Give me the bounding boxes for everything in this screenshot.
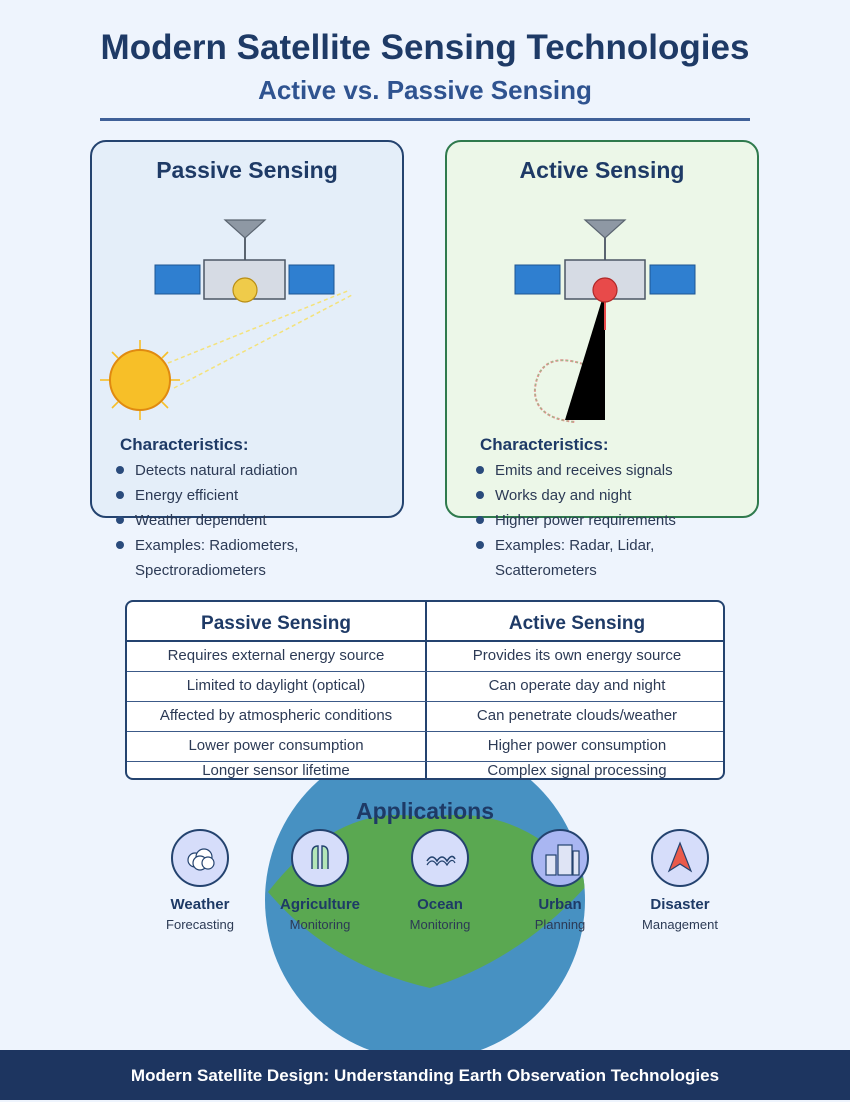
app-sub-urban: Planning: [534, 917, 586, 932]
reflected-light-beam: [167, 289, 353, 389]
table-cell: Longer sensor lifetime: [127, 762, 427, 778]
table-cell: Higher power consumption: [487, 737, 667, 754]
passive-characteristics-heading: Characteristics:: [120, 435, 249, 454]
table-row: Requires external energy source Provides…: [127, 642, 723, 672]
table-row: Longer sensor lifetime Complex signal pr…: [127, 762, 723, 779]
agriculture-crop-icon: [291, 829, 349, 887]
list-item: Detects natural radiation: [116, 458, 366, 483]
passive-sensing-panel: [90, 140, 404, 518]
list-item: Examples: Radar, Lidar, Scatterometers: [476, 533, 726, 583]
table-cell: Complex signal processing: [487, 762, 667, 779]
passive-characteristics-list: Detects natural radiation Energy efficie…: [116, 458, 366, 583]
list-item: Higher power requirements: [476, 508, 726, 533]
passive-panel-title: Passive Sensing: [156, 157, 338, 183]
table-row: Lower power consumption Higher power con…: [127, 732, 723, 762]
footer-banner: Modern Satellite Design: Understanding E…: [0, 1050, 850, 1100]
emitted-signal-beam: [565, 290, 605, 420]
table-cell: Lower power consumption: [127, 732, 427, 761]
active-characteristics-heading: Characteristics:: [480, 435, 609, 454]
list-item: Examples: Radiometers, Spectroradiometer…: [116, 533, 366, 583]
table-header-passive: Passive Sensing: [127, 602, 427, 640]
app-sub-weather: Forecasting: [166, 917, 234, 932]
active-panel-title: Active Sensing: [519, 157, 685, 183]
comparison-table: Passive Sensing Active Sensing Requires …: [125, 600, 725, 780]
list-item: Works day and night: [476, 483, 726, 508]
active-satellite-diagram: [514, 219, 696, 423]
urban-buildings-icon: [531, 829, 589, 887]
table-header-row: Passive Sensing Active Sensing: [127, 602, 723, 642]
sun-icon: [100, 340, 180, 420]
app-name-weather: Weather: [170, 896, 230, 913]
return-signal-wave: [533, 359, 584, 423]
list-item: Weather dependent: [116, 508, 366, 533]
passive-satellite-icon: [154, 219, 335, 303]
disaster-warning-arrow-icon: [651, 829, 709, 887]
weather-cloud-icon: [171, 829, 229, 887]
active-satellite-icon: [514, 219, 696, 303]
table-cell: Can operate day and night: [488, 677, 666, 694]
list-item: Emits and receives signals: [476, 458, 726, 483]
title-divider: [100, 118, 750, 121]
table-cell: Provides its own energy source: [472, 647, 682, 664]
applications-title: Applications: [355, 798, 494, 824]
table-cell: Can penetrate clouds/weather: [476, 707, 678, 724]
app-name-agriculture: Agriculture: [279, 896, 360, 913]
app-sub-ocean: Monitoring: [409, 917, 471, 932]
active-sensing-panel: [445, 140, 759, 518]
active-characteristics-list: Emits and receives signals Works day and…: [476, 458, 726, 583]
app-name-urban: Urban: [538, 896, 582, 913]
app-name-ocean: Ocean: [417, 896, 463, 913]
table-cell: Limited to daylight (optical): [127, 672, 427, 701]
table-row: Affected by atmospheric conditions Can p…: [127, 702, 723, 732]
table-cell: Affected by atmospheric conditions: [127, 702, 427, 731]
passive-satellite-diagram: [100, 219, 353, 420]
page-subtitle: Active vs. Passive Sensing: [258, 75, 592, 105]
app-sub-disaster: Management: [642, 917, 718, 932]
table-row: Limited to daylight (optical) Can operat…: [127, 672, 723, 702]
app-sub-agriculture: Monitoring: [289, 917, 351, 932]
table-header-active: Active Sensing: [508, 613, 646, 634]
list-item: Energy efficient: [116, 483, 366, 508]
page-title: Modern Satellite Sensing Technologies: [100, 28, 750, 67]
app-name-disaster: Disaster: [650, 896, 710, 913]
table-cell: Requires external energy source: [127, 642, 427, 671]
ocean-wave-icon: [411, 829, 469, 887]
